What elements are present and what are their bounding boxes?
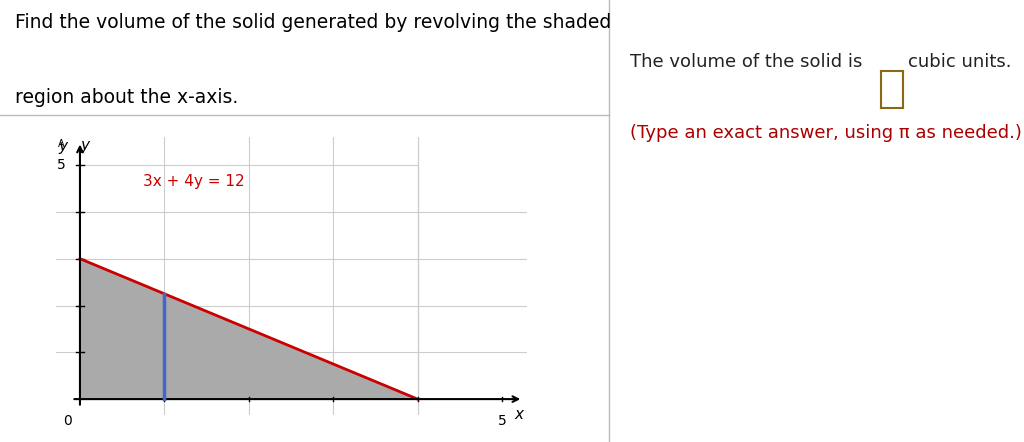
Text: y: y bbox=[58, 139, 68, 154]
Text: Find the volume of the solid generated by revolving the shaded: Find the volume of the solid generated b… bbox=[15, 13, 611, 32]
Text: 5: 5 bbox=[498, 414, 507, 428]
Text: A: A bbox=[58, 139, 65, 149]
Text: x: x bbox=[514, 407, 523, 422]
Text: 5: 5 bbox=[57, 158, 66, 172]
Text: The volume of the solid is: The volume of the solid is bbox=[630, 53, 862, 71]
Text: (Type an exact answer, using π as needed.): (Type an exact answer, using π as needed… bbox=[630, 124, 1022, 142]
Text: region about the x-axis.: region about the x-axis. bbox=[15, 88, 239, 107]
Text: 0: 0 bbox=[62, 414, 72, 428]
Polygon shape bbox=[80, 259, 418, 399]
Text: cubic units.: cubic units. bbox=[908, 53, 1012, 71]
Text: y: y bbox=[80, 138, 89, 153]
Text: 3x + 4y = 12: 3x + 4y = 12 bbox=[143, 174, 245, 189]
